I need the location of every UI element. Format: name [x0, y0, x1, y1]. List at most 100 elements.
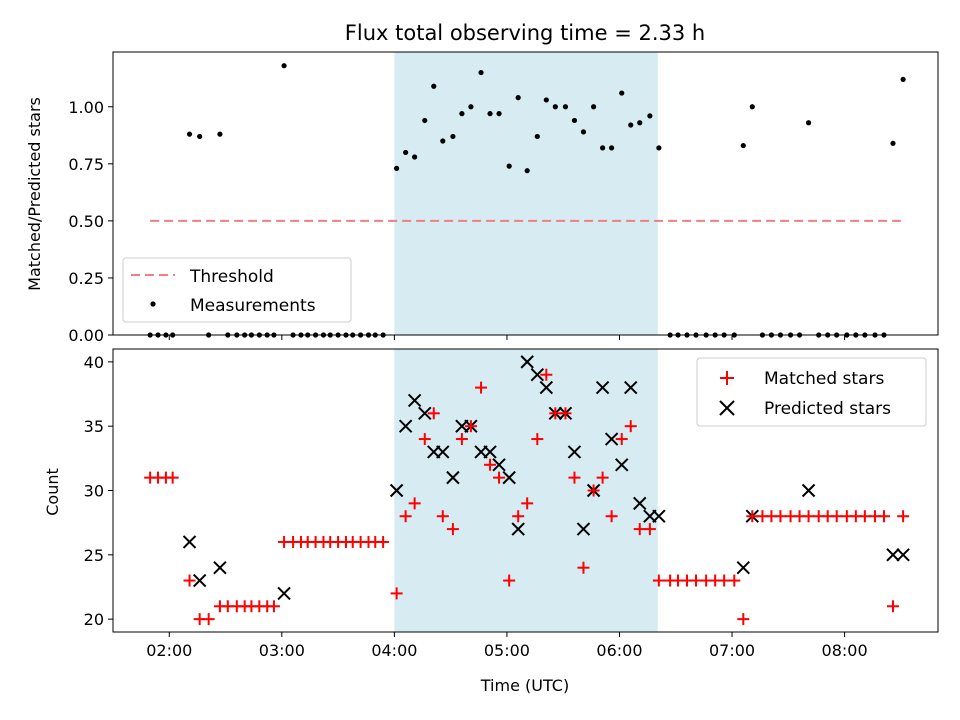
predicted-star-point	[398, 419, 413, 433]
top-y-ticks: 0.00 0.25 0.50 0.75 1.00	[68, 98, 113, 345]
matched-star-point	[399, 510, 412, 523]
measurement-point	[749, 104, 755, 110]
predicted-star-point	[192, 573, 207, 588]
predicted-star-point	[886, 548, 900, 562]
matched-star-point	[886, 600, 899, 613]
bottom-legend: Matched stars Predicted stars	[696, 357, 927, 427]
matched-star-point	[493, 471, 506, 484]
legend-predicted-swatch	[719, 400, 735, 416]
matched-star-point	[633, 523, 646, 536]
x-tick-label: 02:00	[146, 641, 192, 660]
top-observing-span	[394, 52, 658, 335]
matched-star-point	[652, 574, 665, 587]
measurement-point	[656, 145, 662, 151]
predicted-star-point	[595, 380, 610, 395]
measurement-point	[571, 117, 578, 124]
matched-star-point	[484, 458, 497, 471]
matched-star-point	[718, 574, 731, 587]
matched-star-point	[418, 433, 431, 446]
predicted-star-point	[624, 380, 638, 395]
measurement-point	[450, 133, 456, 140]
legend-matched-swatch	[720, 371, 734, 385]
matched-star-point	[605, 510, 618, 523]
chart-title: Flux total observing time = 2.33 h	[345, 21, 705, 45]
top-panel: 0.00 0.25 0.50 0.75 1.00 Matched/Predicted s…	[25, 51, 939, 345]
predicted-star-point	[633, 496, 647, 511]
predicted-star-point	[652, 509, 666, 523]
matched-star-point	[512, 510, 525, 523]
top-axes-frame	[112, 51, 939, 336]
measurement-point	[422, 117, 428, 124]
legend-threshold-label: Threshold	[189, 267, 274, 287]
matched-star-point	[464, 420, 477, 433]
measurement-point	[412, 154, 418, 160]
predicted-star-point	[615, 458, 629, 472]
measurement-point	[487, 111, 493, 117]
measurement-point	[515, 95, 521, 101]
measurement-point	[403, 149, 409, 156]
measurement-point	[506, 163, 512, 169]
matched-star-point	[728, 574, 741, 587]
predicted-star-point	[530, 368, 545, 382]
predicted-star-point	[492, 458, 506, 472]
matched-star-point	[746, 510, 759, 523]
predicted-star-point	[182, 535, 197, 549]
measurement-point	[496, 111, 502, 117]
predicted-star-point	[896, 548, 910, 562]
measurement-point	[468, 104, 474, 110]
bottom-panel: 20 25 30 35 40 02:00 03:00 04:00 05:00 06:00 07:0…	[43, 348, 939, 695]
bottom-y-tick-label: 20	[84, 610, 104, 629]
bottom-y-tick-label: 25	[84, 546, 104, 565]
legend-measurements-swatch	[150, 301, 156, 307]
top-y-tick-label: 0.00	[68, 326, 104, 345]
predicted-star-point	[801, 483, 816, 498]
measurement-point	[459, 111, 465, 117]
predicted-star-point	[446, 470, 460, 485]
measurement-point	[281, 63, 287, 69]
measurement-point	[805, 120, 812, 126]
top-legend: Threshold Measurements	[122, 257, 352, 323]
measurement-point	[431, 83, 437, 89]
matched-star-point	[521, 497, 534, 510]
measurement-point	[440, 138, 446, 144]
measurement-point	[619, 90, 625, 96]
x-tick-label: 04:00	[371, 641, 417, 660]
bottom-y-tick-label: 30	[84, 482, 104, 501]
matched-star-point	[615, 433, 628, 446]
matched-star-point	[877, 510, 890, 523]
measurement-point	[609, 145, 615, 151]
matched-star-point	[166, 471, 179, 484]
measurement-point	[186, 131, 193, 137]
x-tick-label: 06:00	[596, 641, 642, 660]
bottom-y-tick-label: 35	[84, 417, 104, 436]
matched-star-point	[802, 510, 815, 523]
measurement-point	[647, 113, 653, 119]
predicted-star-point	[576, 522, 591, 536]
predicted-star-point	[736, 560, 750, 575]
predicted-star-point	[539, 380, 554, 395]
matched-star-point	[202, 613, 215, 626]
bottom-observing-span	[394, 349, 658, 632]
matched-star-point	[690, 574, 703, 587]
matched-star-point	[737, 613, 750, 626]
measurement-point	[740, 142, 746, 149]
predicted-star-point	[567, 445, 582, 459]
top-legend-box	[122, 257, 352, 323]
x-tick-label: 08:00	[822, 641, 868, 660]
predicted-star-point	[277, 586, 291, 601]
predicted-star-point	[389, 483, 404, 498]
matched-star-point	[267, 600, 280, 613]
matched-star-point	[587, 484, 600, 497]
predicted-star-point	[520, 355, 534, 369]
measurement-point	[890, 140, 896, 146]
bottom-axes-frame	[112, 348, 939, 633]
predicted-star-point	[407, 393, 422, 408]
matched-star-point	[436, 510, 449, 523]
matched-star-point	[596, 471, 609, 484]
matched-star-point	[540, 368, 553, 381]
predicted-star-point	[418, 406, 432, 421]
measurement-point	[394, 165, 400, 171]
bottom-y-axis-label: Count	[43, 468, 62, 516]
bottom-y-tick-label: 40	[84, 353, 104, 372]
